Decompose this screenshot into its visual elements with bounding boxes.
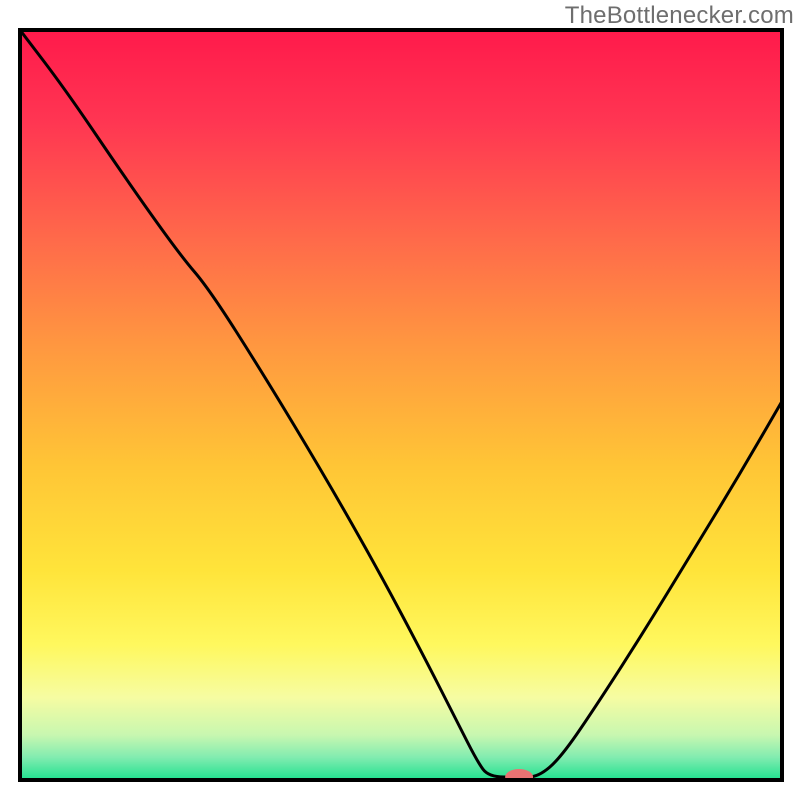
watermark-label: TheBottlenecker.com	[565, 2, 794, 30]
chart-root: TheBottlenecker.com	[0, 0, 800, 800]
optimal-marker	[505, 769, 533, 785]
plot-background	[20, 30, 782, 780]
plot-area	[20, 30, 782, 785]
bottleneck-chart	[0, 0, 800, 800]
